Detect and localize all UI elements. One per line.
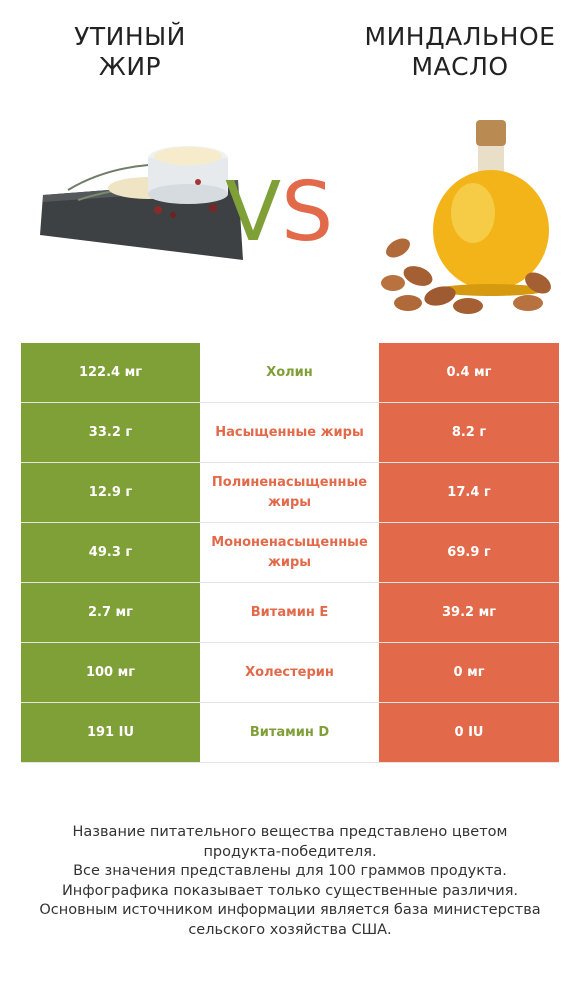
left-product-title: УТИНЫЙ ЖИР	[74, 22, 186, 81]
right-value: 8.2 г	[379, 402, 559, 463]
comparison-row: 12.9 г Полиненасыщенные жиры 17.4 г	[21, 462, 559, 523]
nutrient-label: Насыщенные жиры	[200, 402, 379, 463]
comparison-row: 100 мг Холестерин 0 мг	[21, 642, 559, 703]
left-value: 12.9 г	[21, 462, 200, 523]
nutrient-label: Витамин D	[200, 702, 379, 763]
footnote-line: Основным источником информации является …	[39, 902, 541, 918]
right-value: 69.9 г	[379, 522, 559, 583]
left-value: 2.7 мг	[21, 582, 200, 643]
right-value: 39.2 мг	[379, 582, 559, 643]
left-value: 191 IU	[21, 702, 200, 763]
vs-v: V	[225, 165, 282, 260]
left-value: 33.2 г	[21, 402, 200, 463]
almond-oil-image	[381, 120, 551, 314]
footnote-line: продукта-победителя.	[203, 843, 377, 860]
right-product-title: МИНДАЛЬНОЕ МАСЛО	[364, 22, 556, 81]
right-value: 0 IU	[379, 702, 559, 763]
right-value: 17.4 г	[379, 462, 559, 523]
right-value: 0.4 мг	[379, 343, 559, 403]
vs-s: S	[281, 165, 334, 260]
comparison-row: 49.3 г Мононенасыщенные жиры 69.9 г	[21, 522, 559, 583]
nutrient-label: Мононенасыщенные жиры	[200, 522, 379, 583]
vs-label: VS	[225, 168, 333, 258]
footnote-line: сельского хозяйства США.	[188, 921, 392, 938]
footnote-line: Название питательного вещества представл…	[72, 824, 508, 840]
footnote-line: Все значения представлены для 100 граммо…	[73, 863, 507, 879]
nutrient-label: Витамин E	[200, 582, 379, 643]
left-value: 49.3 г	[21, 522, 200, 583]
comparison-table: 122.4 мг Холин 0.4 мг 33.2 г Насыщенные жиры…	[21, 343, 559, 763]
comparison-row: 33.2 г Насыщенные жиры 8.2 г	[21, 402, 559, 463]
left-value: 100 мг	[21, 642, 200, 703]
footnote-line: Инфографика показывает только существенн…	[61, 882, 519, 899]
left-value: 122.4 мг	[21, 343, 200, 403]
right-value: 0 мг	[379, 642, 559, 703]
nutrient-label: Полиненасыщенные жиры	[200, 462, 379, 523]
duck-fat-image	[40, 146, 243, 260]
nutrient-label: Холин	[200, 343, 379, 403]
footnote: Название питательного вещества представл…	[20, 823, 560, 940]
nutrient-label: Холестерин	[200, 642, 379, 703]
comparison-row: 122.4 мг Холин 0.4 мг	[21, 343, 559, 403]
comparison-row: 2.7 мг Витамин E 39.2 мг	[21, 582, 559, 643]
